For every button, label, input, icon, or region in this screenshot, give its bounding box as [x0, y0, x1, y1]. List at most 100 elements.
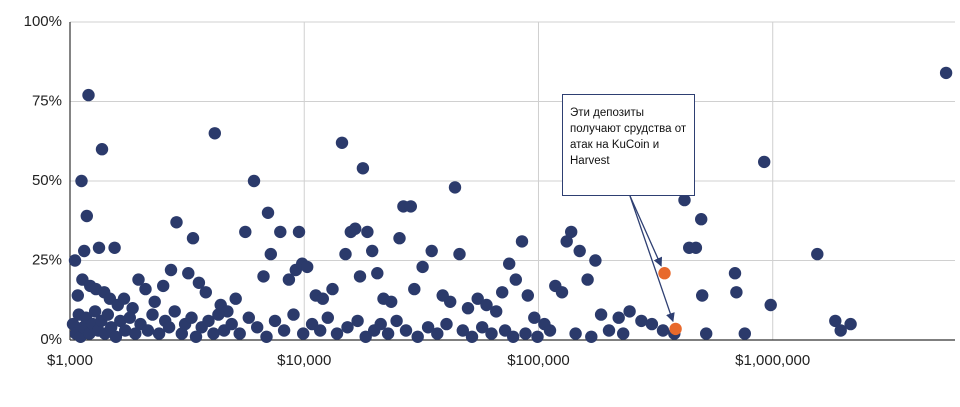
annotation-callout: Эти депозиты получают срудства от атак н…: [562, 94, 695, 196]
deposit-point: [844, 317, 857, 331]
deposit-point: [764, 298, 777, 312]
deposit-point: [182, 267, 195, 280]
y-tick-label: 75%: [32, 92, 62, 109]
deposit-point: [461, 302, 475, 315]
deposit-point: [282, 273, 296, 286]
deposit-point: [356, 162, 370, 175]
deposit-point: [66, 317, 80, 331]
deposit-point: [88, 305, 102, 318]
deposit-point: [555, 286, 569, 299]
deposit-point: [381, 327, 395, 340]
deposit-point: [268, 314, 282, 328]
deposit-point: [126, 302, 139, 315]
deposit-point: [185, 311, 198, 324]
deposit-point: [939, 66, 953, 80]
deposit-point: [515, 235, 529, 248]
deposit-point: [612, 311, 625, 324]
deposit-point: [341, 321, 354, 334]
deposit-point: [109, 330, 123, 343]
deposit-point: [366, 244, 379, 258]
deposit-point: [738, 327, 751, 340]
highlighted-deposit-point: [669, 322, 682, 336]
deposit-point: [594, 308, 608, 321]
deposit-point: [408, 282, 421, 296]
y-tick-label: 50%: [32, 172, 62, 189]
deposit-point: [353, 270, 367, 283]
deposit-point: [233, 327, 246, 340]
deposit-point: [645, 317, 659, 331]
deposit-point: [157, 279, 170, 293]
deposit-point: [199, 286, 212, 299]
deposit-point: [421, 321, 435, 334]
deposit-point: [192, 276, 206, 289]
deposit-point: [326, 282, 339, 296]
deposit-point: [471, 292, 484, 305]
deposit-point: [602, 324, 616, 337]
x-tick-label: $1,000: [47, 352, 93, 369]
deposit-point: [623, 305, 636, 318]
deposit-point: [528, 311, 541, 324]
deposit-point: [730, 286, 743, 299]
deposit-point: [148, 295, 161, 308]
y-tick-label: 25%: [32, 251, 62, 268]
deposit-point: [292, 225, 306, 239]
y-tick-label: 0%: [40, 331, 62, 348]
deposit-point: [339, 247, 352, 261]
deposit-point: [146, 308, 159, 321]
x-tick-label: $100,000: [507, 352, 570, 369]
deposit-point: [465, 330, 479, 343]
deposit-point: [689, 241, 703, 254]
deposit-point: [225, 317, 238, 331]
grid-lines: [70, 21, 955, 340]
deposit-point: [208, 127, 221, 140]
annotation-line: Harvest: [570, 155, 610, 167]
annotation-line: Эти депозиты: [570, 107, 644, 119]
deposit-point: [251, 321, 264, 334]
deposit-point: [635, 314, 648, 328]
deposit-point: [297, 327, 310, 340]
deposit-point: [257, 270, 270, 283]
deposit-point: [168, 305, 181, 318]
deposit-point: [811, 247, 824, 261]
deposit-point: [456, 324, 469, 337]
deposit-point: [117, 292, 131, 305]
deposit-point: [371, 267, 384, 280]
deposit-point: [496, 286, 509, 299]
deposit-point: [440, 317, 453, 331]
deposit-point: [175, 327, 188, 340]
deposit-point: [207, 327, 220, 340]
deposit-point: [186, 232, 200, 245]
deposit-point: [361, 225, 374, 239]
y-tick-label: 100%: [24, 13, 62, 30]
deposit-point: [170, 216, 183, 229]
deposit-point: [129, 327, 142, 340]
deposit-point: [105, 321, 118, 334]
deposit-point: [321, 311, 334, 324]
deposit-point: [114, 314, 127, 328]
deposit-point: [78, 244, 91, 258]
deposit-point: [589, 254, 602, 267]
deposit-point: [287, 308, 300, 321]
deposit-point: [264, 247, 277, 261]
deposit-point: [696, 289, 709, 302]
deposit-point: [560, 235, 573, 248]
deposit-point: [543, 324, 557, 337]
deposit-point: [834, 324, 847, 337]
annotation-arrows: [629, 195, 675, 323]
deposit-point: [139, 282, 152, 296]
deposit-point: [531, 330, 544, 343]
x-tick-label: $10,000: [277, 352, 331, 369]
deposit-point: [351, 314, 364, 328]
deposit-point: [431, 327, 444, 340]
deposit-point: [123, 311, 136, 324]
deposit-point: [678, 193, 691, 207]
deposit-point: [425, 244, 438, 258]
annotation-arrow: [629, 195, 675, 323]
deposit-point: [490, 305, 503, 318]
deposit-point: [503, 257, 516, 270]
deposit-point: [393, 232, 406, 245]
annotation-arrow: [629, 195, 663, 267]
deposit-point: [162, 321, 176, 334]
deposit-point: [758, 155, 771, 169]
